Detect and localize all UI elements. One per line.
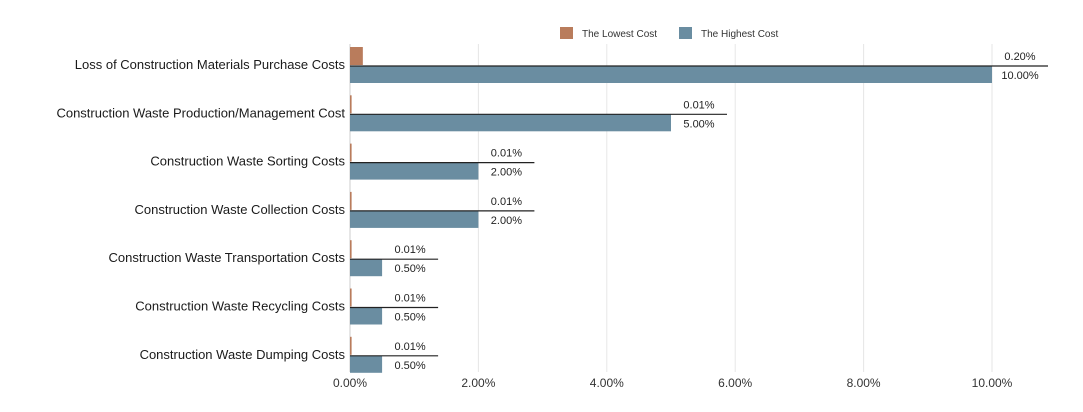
bar-highest-cost bbox=[350, 114, 671, 132]
bar-lowest-cost bbox=[350, 336, 352, 355]
bar-highest-cost bbox=[350, 259, 383, 277]
category-label: Construction Waste Recycling Costs bbox=[135, 299, 345, 314]
data-label-highest: 0.50% bbox=[394, 360, 425, 372]
data-label-lowest: 0.01% bbox=[394, 244, 425, 256]
category-label: Loss of Construction Materials Purchase … bbox=[75, 57, 346, 72]
data-label-highest: 2.00% bbox=[491, 167, 522, 179]
grid-lines bbox=[349, 44, 993, 372]
bar-highest-cost bbox=[350, 162, 479, 180]
legend-swatch bbox=[679, 27, 692, 39]
data-label-highest: 5.00% bbox=[683, 118, 714, 130]
category-label: Construction Waste Collection Costs bbox=[135, 202, 346, 217]
data-label-lowest: 0.20% bbox=[1004, 51, 1035, 63]
bars-group: 0.20% 10.00% 0.01% 5.00% 0.01% 2.00% 0.01% 2.00… bbox=[350, 47, 1048, 373]
bar-highest-cost bbox=[350, 66, 992, 83]
data-label-lowest: 0.01% bbox=[683, 99, 714, 111]
legend-label: The Highest Cost bbox=[701, 29, 778, 40]
data-label-highest: 0.50% bbox=[394, 263, 425, 275]
bar-highest-cost bbox=[350, 307, 383, 325]
legend-label: The Lowest Cost bbox=[582, 29, 657, 40]
x-tick-label: 0.00% bbox=[333, 376, 367, 390]
bar-lowest-cost bbox=[350, 191, 352, 210]
bar-highest-cost bbox=[350, 355, 383, 373]
category-label: Construction Waste Production/Management… bbox=[56, 105, 345, 120]
x-tick-label: 6.00% bbox=[718, 376, 752, 390]
bar-highest-cost bbox=[350, 210, 479, 228]
data-label-highest: 0.50% bbox=[394, 312, 425, 324]
x-tick-label: 10.00% bbox=[972, 376, 1013, 390]
category-label: Construction Waste Sorting Costs bbox=[150, 154, 345, 169]
bar-lowest-cost bbox=[350, 288, 352, 307]
bar-lowest-cost bbox=[350, 240, 352, 259]
legend-swatch bbox=[560, 27, 573, 39]
category-label: Construction Waste Transportation Costs bbox=[108, 250, 345, 265]
data-label-lowest: 0.01% bbox=[491, 196, 522, 208]
legend: The Lowest Cost The Highest Cost bbox=[560, 27, 778, 40]
category-labels: Loss of Construction Materials Purchase … bbox=[56, 57, 345, 362]
category-label: Construction Waste Dumping Costs bbox=[140, 347, 346, 362]
bar-lowest-cost bbox=[350, 95, 352, 114]
x-tick-label: 2.00% bbox=[461, 376, 495, 390]
data-label-lowest: 0.01% bbox=[491, 148, 522, 160]
bar-lowest-cost bbox=[350, 47, 363, 65]
x-axis-ticks: 0.00% 2.00% 4.00% 6.00% 8.00% 10.00% bbox=[333, 376, 1013, 390]
data-label-lowest: 0.01% bbox=[394, 341, 425, 353]
data-label-lowest: 0.01% bbox=[394, 293, 425, 305]
x-tick-label: 8.00% bbox=[847, 376, 881, 390]
x-tick-label: 4.00% bbox=[590, 376, 624, 390]
data-label-highest: 2.00% bbox=[491, 215, 522, 227]
bar-lowest-cost bbox=[350, 143, 352, 162]
data-label-highest: 10.00% bbox=[1001, 70, 1039, 82]
